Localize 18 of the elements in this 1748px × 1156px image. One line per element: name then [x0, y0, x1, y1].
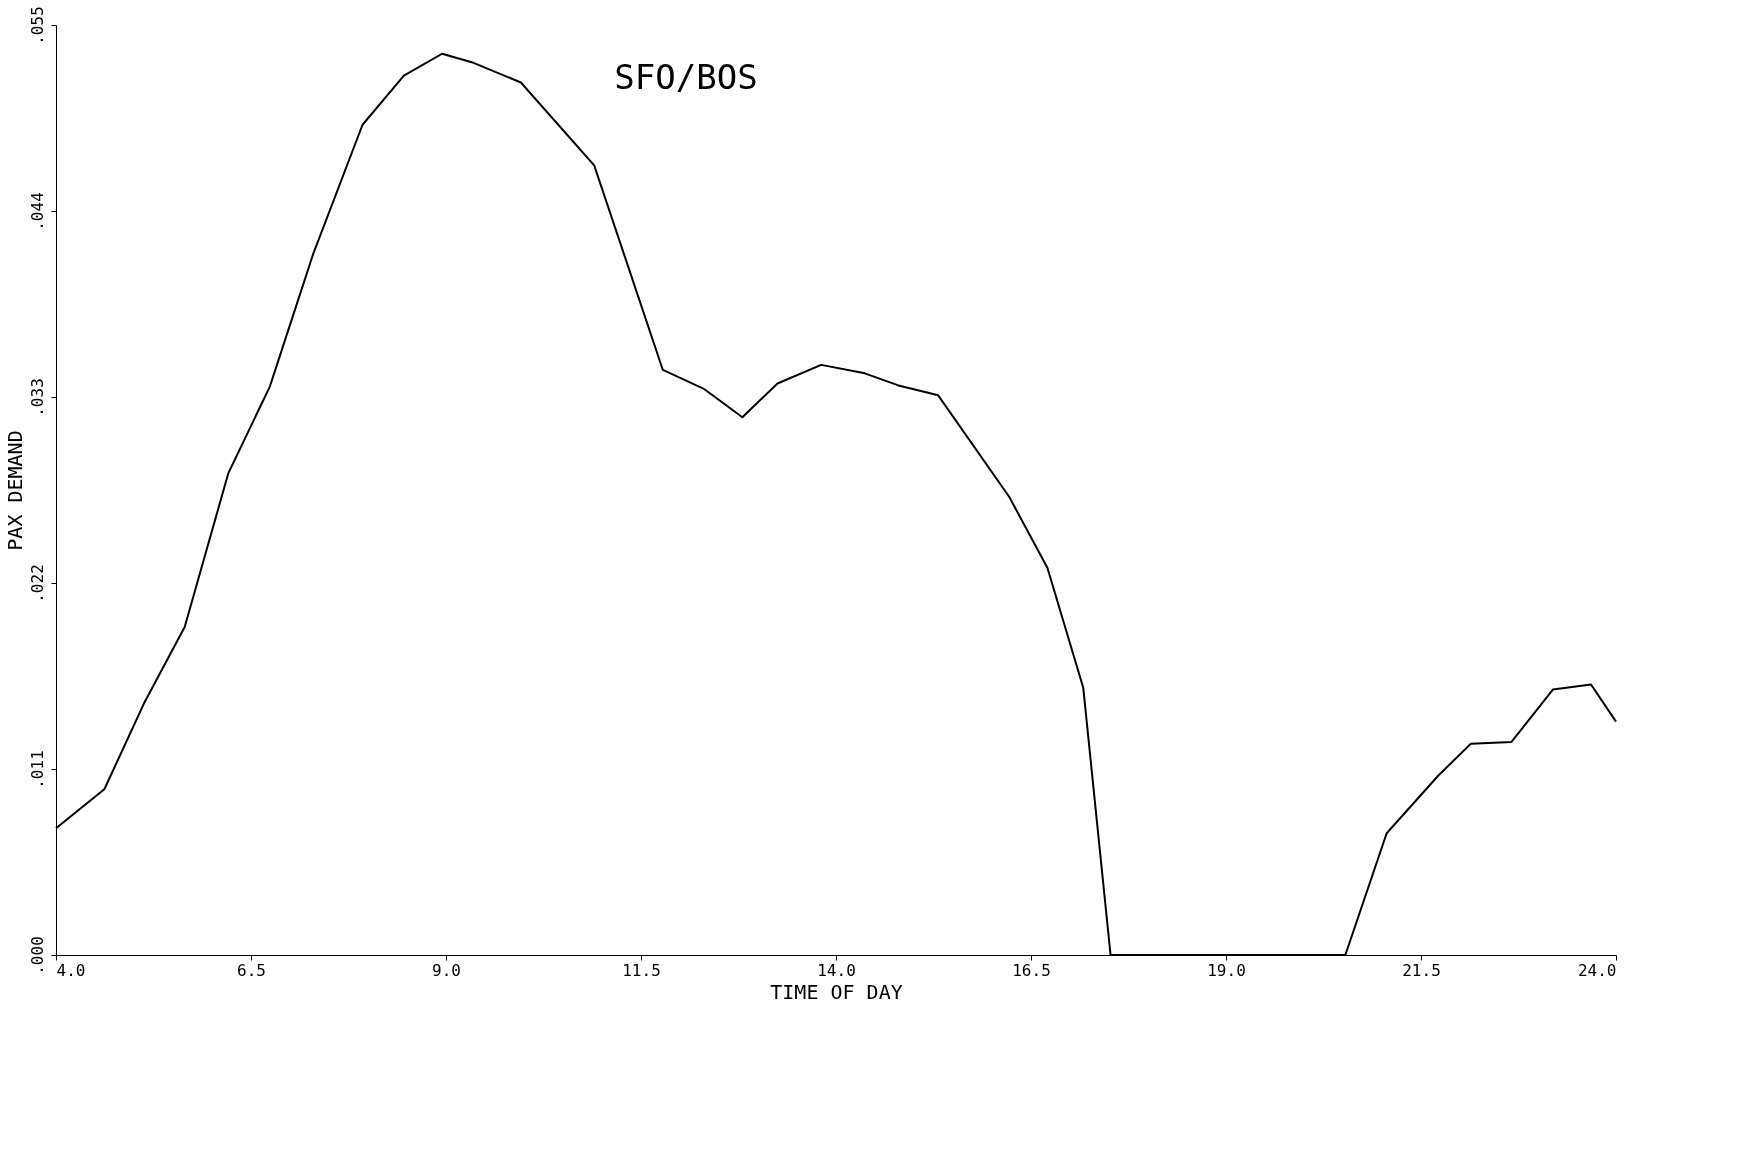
x-axis-title: TIME OF DAY — [770, 979, 903, 1004]
x-tick-label: 14.0 — [817, 960, 856, 980]
x-tick-label: 21.5 — [1402, 960, 1441, 980]
y-tick-label: .011 — [27, 750, 47, 789]
x-tick-label: 6.5 — [237, 960, 266, 980]
y-tick-label: .033 — [27, 378, 47, 417]
x-tick-label: 9.0 — [432, 960, 461, 980]
text: SFO/BOS — [614, 56, 758, 97]
y-tick-label: .000 — [27, 936, 47, 975]
x-tick-label: 11.5 — [622, 960, 661, 980]
x-tick-label: 16.5 — [1012, 960, 1051, 980]
y-axis-title: PAX DEMAND — [2, 430, 27, 551]
y-tick-label: .055 — [27, 6, 47, 45]
x-tick-label: 4.0 — [56, 960, 86, 980]
y-tick-label: .022 — [27, 564, 47, 603]
y-tick-label: .044 — [27, 192, 47, 231]
x-tick-label: 24.0 — [1577, 960, 1617, 980]
x-tick-label: 19.0 — [1207, 960, 1246, 980]
